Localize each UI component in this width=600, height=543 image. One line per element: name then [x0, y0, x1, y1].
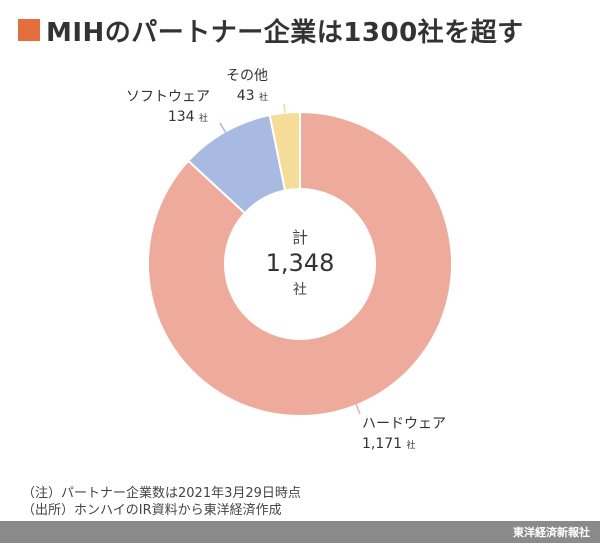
- slice-value-label: 134 社: [168, 109, 208, 125]
- leader-line: [355, 403, 361, 415]
- leader-line: [283, 103, 286, 114]
- slice-value-label: 43 社: [237, 88, 268, 104]
- slice-hardware: [147, 110, 453, 417]
- slice-label: その他: [226, 68, 268, 84]
- donut-slices: [147, 110, 453, 417]
- center-total-value: 1,348: [266, 249, 335, 277]
- slice-other: [268, 110, 301, 192]
- leader-line: [219, 122, 227, 134]
- note-date: （注）パートナー企業数は2021年3月29日時点: [22, 486, 301, 501]
- slice-labels: ハードウェア 1,171 社 ソフトウェア 134 社 その他 43 社: [126, 68, 446, 452]
- note-source: （出所）ホンハイのIR資料から東洋経済作成: [22, 503, 282, 518]
- slice-label: ハードウェア: [362, 416, 446, 432]
- slice-label: ソフトウェア: [126, 89, 210, 105]
- publisher-credit: 東洋経済新報社: [513, 526, 590, 539]
- center-total-unit: 社: [293, 282, 307, 298]
- title-marker-icon: [18, 19, 40, 41]
- slice-value-label: 1,171 社: [362, 436, 416, 452]
- center-total-label: 計: [292, 228, 308, 247]
- chart-title-text: MIHのパートナー企業は1300社を超す: [46, 17, 524, 48]
- chart-title: MIHのパートナー企業は1300社を超す: [18, 12, 524, 48]
- footer-bar: 東洋経済新報社: [0, 521, 600, 543]
- leader-lines: [219, 103, 361, 415]
